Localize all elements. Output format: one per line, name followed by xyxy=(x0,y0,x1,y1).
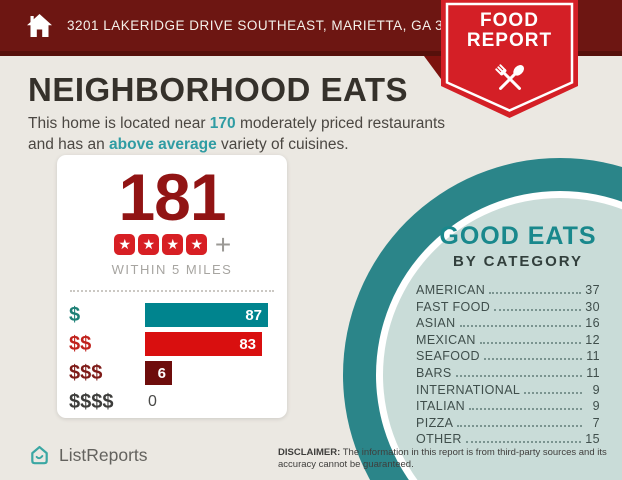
category-row: SEAFOOD 11 xyxy=(416,349,600,366)
dotted-leader xyxy=(524,391,582,394)
category-name: INTERNATIONAL xyxy=(416,382,521,397)
category-name: OTHER xyxy=(416,432,462,447)
dotted-leader xyxy=(455,374,582,377)
price-tier-label: $$$ xyxy=(69,361,103,384)
bar: 83 xyxy=(145,332,262,356)
category-row: INTERNATIONAL 9 xyxy=(416,383,600,400)
category-count: 16 xyxy=(585,316,600,331)
bar: 6 xyxy=(145,361,172,385)
price-tier-row: $$ 83 xyxy=(69,332,273,356)
price-tier-row: $$$$ 0 xyxy=(69,390,273,414)
summary-pre: This home is located near xyxy=(28,115,210,132)
dotted-leader xyxy=(479,341,582,344)
stats-card: 181 ★ ★ ★ ★ + WITHIN 5 MILES $ 87 $$ 83 xyxy=(57,155,287,418)
dotted-leader xyxy=(469,408,582,411)
variety-highlight: above average xyxy=(109,135,217,153)
bar-value: 83 xyxy=(239,335,256,353)
star-icon: ★ xyxy=(114,234,136,255)
price-tier-chart: $ 87 $$ 83 $$$ 6 $$$$ 0 xyxy=(57,303,287,414)
category-name: SEAFOOD xyxy=(416,349,480,364)
dotted-leader xyxy=(459,325,582,328)
category-name: ASIAN xyxy=(416,316,456,331)
dotted-leader xyxy=(489,292,582,294)
category-row: MEXICAN 12 xyxy=(416,333,600,350)
badge-title: FOOD REPORT xyxy=(441,11,578,51)
dotted-leader xyxy=(465,441,582,444)
category-name: ITALIAN xyxy=(416,399,466,414)
category-name: MEXICAN xyxy=(416,332,476,347)
listreports-logo: ListReports xyxy=(28,444,148,467)
restaurant-count: 170 xyxy=(209,115,236,132)
bar-track: 83 xyxy=(145,332,273,356)
good-eats-panel: GOOD EATS BY CATEGORY AMERICAN 37 FAST FO… xyxy=(408,222,622,449)
fork-spoon-icon xyxy=(494,64,524,90)
good-eats-circle-ring xyxy=(343,158,622,480)
ribbon-shape xyxy=(441,0,578,118)
category-row: OTHER 15 xyxy=(416,432,600,449)
category-row: BARS 11 xyxy=(416,366,600,383)
listreports-house-icon xyxy=(31,445,48,465)
disclaimer-text: The information in this report is from t… xyxy=(278,447,607,471)
page-title: NEIGHBORHOOD EATS xyxy=(28,71,409,108)
dotted-divider xyxy=(70,290,274,292)
category-name: BARS xyxy=(416,365,452,380)
category-row: FAST FOOD 30 xyxy=(416,300,600,317)
category-count: 12 xyxy=(585,332,600,347)
category-list: AMERICAN 37 FAST FOOD 30 ASIAN 16 MEXICAN 12… xyxy=(416,283,600,449)
ribbon-fold xyxy=(424,56,441,79)
home-icon xyxy=(27,14,52,37)
category-count: 9 xyxy=(592,382,600,397)
plus-sign: + xyxy=(214,229,232,260)
property-address: 3201 LAKERIDGE DRIVE SOUTHEAST, MARIETTA… xyxy=(67,18,476,33)
category-count: 15 xyxy=(585,432,600,447)
dotted-leader xyxy=(483,358,582,361)
star-icon: ★ xyxy=(186,234,208,255)
dotted-leader xyxy=(494,308,582,311)
food-report-badge: FOOD REPORT xyxy=(441,0,578,118)
disclaimer-label: DISCLAIMER: xyxy=(278,447,341,458)
summary-post: variety of cuisines. xyxy=(216,135,349,153)
brand-name: ListReports xyxy=(59,445,148,465)
category-count: 11 xyxy=(586,365,600,380)
badge-line1: FOOD xyxy=(480,10,539,31)
disclaimer: DISCLAIMER: The information in this repo… xyxy=(278,447,608,472)
star-rating: ★ ★ ★ ★ + xyxy=(57,229,287,260)
category-count: 30 xyxy=(585,299,600,314)
category-count: 9 xyxy=(592,399,600,414)
bar-track: 0 xyxy=(145,390,273,414)
bar: 87 xyxy=(145,303,268,327)
summary-text: This home is located near 170 moderately… xyxy=(28,114,470,156)
radius-label: WITHIN 5 MILES xyxy=(111,262,233,277)
summary-mid: moderately priced restaurants and has an xyxy=(28,115,446,153)
price-tier-label: $$$$ xyxy=(69,390,114,413)
bar-value: 0 xyxy=(148,393,157,410)
star-icon: ★ xyxy=(138,234,160,255)
total-restaurants: 181 xyxy=(118,160,226,234)
category-count: 7 xyxy=(592,415,600,430)
bar-value: 6 xyxy=(157,364,166,382)
category-count: 37 xyxy=(585,283,600,297)
category-name: PIZZA xyxy=(416,415,454,430)
category-count: 11 xyxy=(586,349,600,364)
price-tier-label: $$ xyxy=(69,332,92,355)
category-name: FAST FOOD xyxy=(416,299,491,314)
star-icon: ★ xyxy=(162,234,184,255)
bar-track: 87 xyxy=(145,303,273,327)
category-row: PIZZA 7 xyxy=(416,416,600,433)
price-tier-row: $ 87 xyxy=(69,303,273,327)
good-eats-subtitle: BY CATEGORY xyxy=(452,253,584,270)
price-tier-row: $$$ 6 xyxy=(69,361,273,385)
bar-value: 87 xyxy=(245,306,262,324)
category-row: ASIAN 16 xyxy=(416,316,600,333)
bar: 0 xyxy=(145,390,172,414)
good-eats-title: GOOD EATS xyxy=(439,222,597,250)
category-row: ITALIAN 9 xyxy=(416,399,600,416)
category-row: AMERICAN 37 xyxy=(416,283,600,300)
category-name: AMERICAN xyxy=(416,283,486,297)
bar-track: 6 xyxy=(145,361,273,385)
badge-line2: REPORT xyxy=(466,30,553,51)
dotted-leader xyxy=(457,424,582,427)
price-tier-label: $ xyxy=(69,303,81,326)
